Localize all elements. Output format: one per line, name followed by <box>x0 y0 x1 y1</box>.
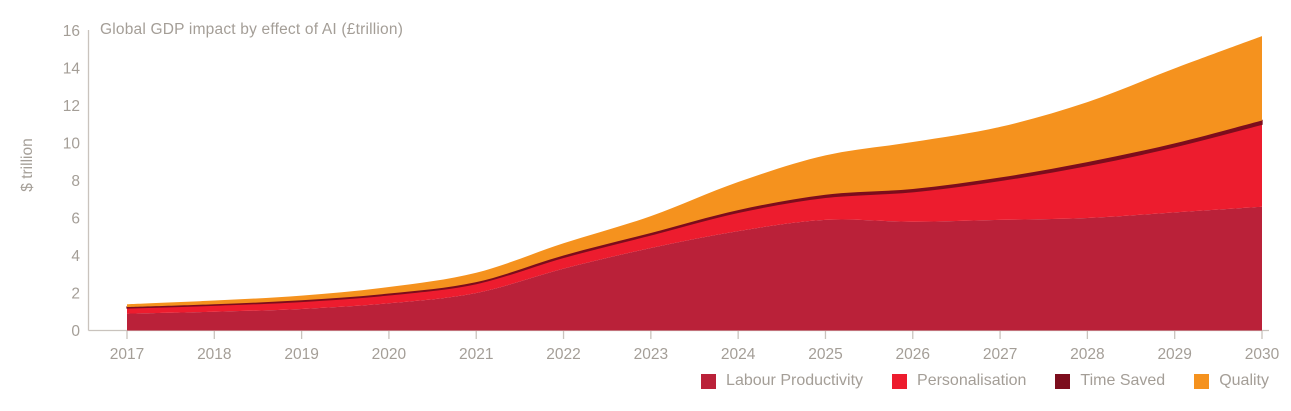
legend-item-labour-productivity: Labour Productivity <box>701 372 863 390</box>
y-tick-label: 12 <box>63 98 80 115</box>
x-tick-label: 2021 <box>459 346 493 363</box>
legend-swatch-quality <box>1194 373 1210 389</box>
chart-title: Global GDP impact by effect of AI (£tril… <box>100 21 404 38</box>
legend-label-personalisation: Personalisation <box>917 372 1027 389</box>
x-tick-label: 2017 <box>110 346 144 363</box>
y-tick-label: 10 <box>63 136 81 153</box>
area-labour-productivity <box>127 206 1262 331</box>
y-tick-label: 0 <box>71 323 80 340</box>
legend-item-personalisation: Personalisation <box>892 372 1026 390</box>
x-tick-label: 2019 <box>284 346 318 363</box>
x-tick-label: 2029 <box>1157 346 1191 363</box>
legend: Labour Productivity Personalisation Time… <box>701 372 1269 390</box>
legend-label-time-saved: Time Saved <box>1080 372 1166 389</box>
legend-label-quality: Quality <box>1219 372 1269 389</box>
x-tick-label: 2027 <box>983 346 1017 363</box>
y-tick-label: 16 <box>63 23 80 40</box>
legend-swatch-time-saved <box>1055 373 1071 389</box>
y-tick-label: 2 <box>71 286 80 303</box>
legend-item-quality: Quality <box>1194 372 1269 390</box>
x-tick-label: 2020 <box>372 346 407 363</box>
x-tick-label: 2022 <box>546 346 580 363</box>
x-tick-label: 2026 <box>896 346 930 363</box>
legend-swatch-labour-productivity <box>701 373 717 389</box>
x-tick-label: 2023 <box>634 346 668 363</box>
legend-item-time-saved: Time Saved <box>1055 372 1165 390</box>
y-tick-label: 8 <box>71 173 80 190</box>
y-tick-label: 6 <box>71 211 80 228</box>
x-tick-label: 2025 <box>808 346 842 363</box>
area-personalisation <box>127 124 1262 314</box>
x-tick-label: 2028 <box>1070 346 1104 363</box>
area-quality <box>127 36 1262 308</box>
y-tick-label: 4 <box>71 248 80 265</box>
y-tick-label: 14 <box>63 61 81 78</box>
legend-swatch-personalisation <box>892 373 908 389</box>
x-tick-label: 2018 <box>197 346 231 363</box>
legend-label-labour-productivity: Labour Productivity <box>726 372 864 389</box>
x-tick-label: 2024 <box>721 346 756 363</box>
x-tick-label: 2030 <box>1245 346 1280 363</box>
